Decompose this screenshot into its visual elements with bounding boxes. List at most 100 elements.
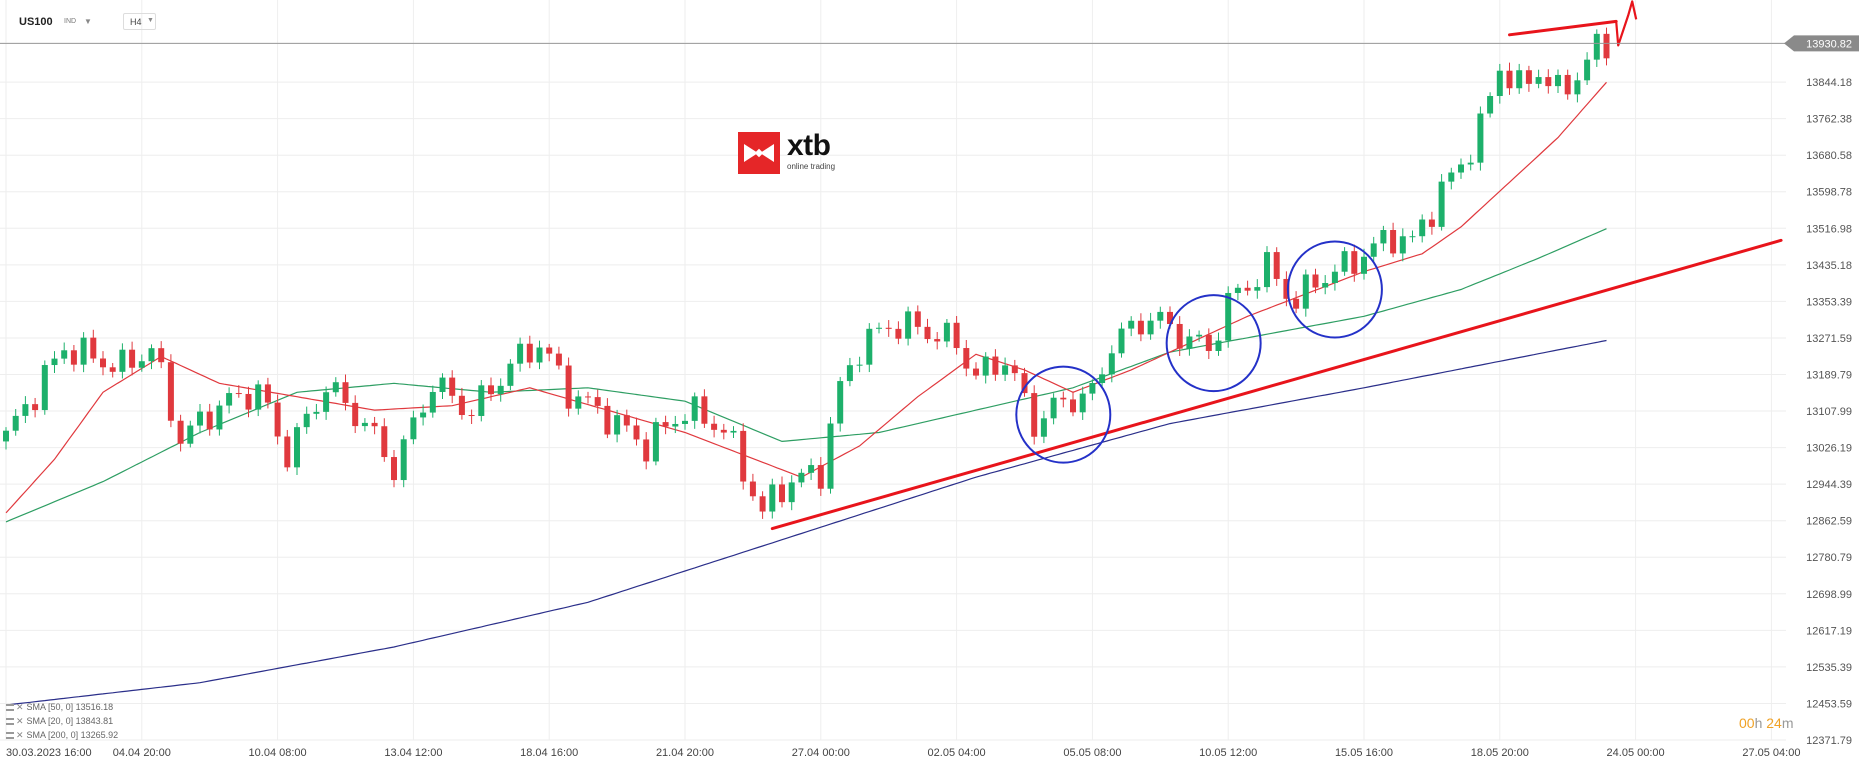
candle-body bbox=[1361, 256, 1367, 274]
candle-body bbox=[808, 465, 815, 473]
candle-body bbox=[982, 356, 989, 376]
x-tick-label: 02.05 04:00 bbox=[928, 747, 986, 759]
xtb-logo: xtb online trading bbox=[738, 129, 848, 174]
candle-body bbox=[1273, 252, 1280, 279]
legend-sma200[interactable]: ✕ SMA [200, 0] 13265.92 bbox=[6, 730, 118, 741]
candle-body bbox=[1128, 320, 1135, 329]
legend-sma50[interactable]: ✕ SMA [50, 0] 13516.18 bbox=[6, 702, 113, 713]
candle-body bbox=[381, 426, 388, 458]
candle-body bbox=[1331, 271, 1338, 284]
settings-icon[interactable] bbox=[6, 704, 14, 711]
y-tick-label: 12453.59 bbox=[1806, 698, 1852, 710]
candle-body bbox=[478, 385, 485, 416]
user-drawings[interactable] bbox=[770, 0, 1783, 531]
xtb-logo-mark-icon bbox=[738, 132, 780, 174]
candle-body bbox=[429, 391, 436, 413]
candle-body bbox=[1302, 274, 1309, 309]
candle-body bbox=[468, 415, 475, 417]
candle-body bbox=[1157, 311, 1164, 321]
candle-body bbox=[623, 415, 630, 426]
candle-body bbox=[284, 436, 291, 468]
candle-body bbox=[711, 423, 718, 430]
candle-body bbox=[1409, 236, 1416, 238]
candle-body bbox=[526, 343, 533, 363]
candle-body bbox=[652, 422, 659, 462]
candle-body bbox=[788, 482, 795, 503]
x-tick-label: 24.05 00:00 bbox=[1607, 747, 1665, 759]
candle-body bbox=[1322, 283, 1329, 288]
candle-body bbox=[895, 328, 902, 339]
candle-body bbox=[934, 339, 941, 342]
candle-body bbox=[371, 422, 378, 427]
candle-body bbox=[1506, 70, 1513, 89]
candle-body bbox=[1176, 323, 1183, 349]
candle-body bbox=[22, 404, 29, 416]
candle-body bbox=[332, 382, 339, 393]
candle-body bbox=[633, 425, 640, 440]
candle-body bbox=[1467, 162, 1474, 165]
resistance-trendline bbox=[1508, 19, 1618, 37]
x-tick-label: 18.05 20:00 bbox=[1471, 747, 1529, 759]
candle-body bbox=[1186, 336, 1193, 349]
candle-body bbox=[643, 439, 650, 462]
support-trendline bbox=[770, 238, 1783, 531]
highlight-circle bbox=[1165, 294, 1262, 393]
candles bbox=[3, 27, 1610, 519]
countdown-hours: 00 bbox=[1739, 715, 1755, 731]
candle-body bbox=[138, 361, 145, 368]
logo-tagline: online trading bbox=[787, 162, 836, 171]
y-tick-label: 13598.78 bbox=[1806, 187, 1852, 199]
settings-icon[interactable] bbox=[6, 718, 14, 725]
candle-body bbox=[856, 364, 863, 366]
candle-body bbox=[866, 328, 873, 365]
candle-body bbox=[1264, 252, 1270, 288]
candle-body bbox=[876, 327, 882, 329]
close-icon[interactable]: ✕ bbox=[16, 716, 24, 726]
timeframe-select[interactable]: H4 ▼ bbox=[123, 13, 156, 30]
candle-body bbox=[1312, 274, 1319, 288]
candle-body bbox=[303, 413, 310, 428]
candle-body bbox=[905, 311, 912, 339]
current-price-badge bbox=[1784, 35, 1859, 52]
candle-body bbox=[410, 417, 417, 440]
candle-body bbox=[1458, 164, 1464, 173]
symbol-label[interactable]: US100 bbox=[19, 16, 53, 28]
candle-body bbox=[1031, 393, 1038, 437]
candle-body bbox=[953, 322, 960, 349]
candle-body bbox=[391, 457, 397, 481]
candle-body bbox=[1060, 397, 1067, 400]
close-icon[interactable]: ✕ bbox=[16, 730, 24, 740]
candle-body bbox=[1341, 251, 1348, 272]
candle-body bbox=[1584, 59, 1591, 81]
candle-body bbox=[226, 393, 233, 406]
close-icon[interactable]: ✕ bbox=[16, 702, 24, 712]
candle-body bbox=[1070, 399, 1076, 413]
candle-body bbox=[1147, 320, 1154, 335]
candle-body bbox=[1002, 365, 1009, 375]
x-tick-label: 13.04 12:00 bbox=[384, 747, 442, 759]
candle-body bbox=[197, 411, 203, 426]
legend-sma20[interactable]: ✕ SMA [20, 0] 13843.81 bbox=[6, 716, 113, 727]
candle-body bbox=[129, 349, 136, 368]
candle-body bbox=[682, 420, 688, 424]
candle-body bbox=[701, 396, 708, 424]
candle-body bbox=[1021, 373, 1028, 394]
settings-icon[interactable] bbox=[6, 732, 14, 739]
candle-body bbox=[759, 496, 766, 512]
candle-body bbox=[769, 484, 776, 512]
candle-body bbox=[1351, 251, 1358, 274]
candle-body bbox=[585, 396, 591, 398]
symbol-dropdown-icon[interactable]: ▼ bbox=[84, 17, 92, 26]
candle-body bbox=[1040, 418, 1047, 437]
legend-sma20-label: SMA [20, 0] 13843.81 bbox=[26, 716, 114, 726]
candle-body bbox=[1555, 74, 1561, 87]
candle-body bbox=[177, 420, 184, 444]
candle-body bbox=[1419, 219, 1426, 237]
candle-body bbox=[827, 423, 834, 489]
candle-body bbox=[264, 384, 271, 403]
candle-body bbox=[846, 365, 853, 382]
y-tick-label: 13353.39 bbox=[1806, 296, 1852, 308]
candle-body bbox=[32, 404, 39, 411]
x-tick-label: 10.05 12:00 bbox=[1199, 747, 1257, 759]
